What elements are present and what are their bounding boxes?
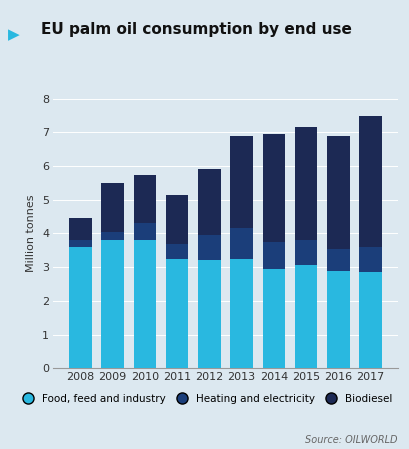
Bar (326, 249, 349, 270)
Bar (326, 270, 349, 368)
Bar (262, 134, 285, 242)
Bar (101, 232, 124, 240)
Bar (69, 218, 91, 240)
Bar (262, 269, 285, 368)
Bar (133, 240, 156, 368)
Bar (230, 229, 252, 259)
Bar (165, 259, 188, 368)
Bar (69, 247, 91, 368)
Legend: Food, feed and industry, Heating and electricity, Biodiesel: Food, feed and industry, Heating and ele… (13, 390, 396, 408)
Text: Source: OILWORLD: Source: OILWORLD (304, 435, 397, 445)
Bar (133, 224, 156, 240)
Y-axis label: Million tonnes: Million tonnes (27, 195, 36, 272)
Bar (165, 195, 188, 243)
Bar (294, 265, 317, 368)
Bar (230, 259, 252, 368)
Bar (69, 240, 91, 247)
Bar (101, 183, 124, 232)
Text: EU palm oil consumption by end use: EU palm oil consumption by end use (41, 22, 351, 37)
Bar (230, 136, 252, 229)
Bar (198, 169, 220, 235)
Bar (359, 247, 381, 272)
Bar (133, 175, 156, 224)
Bar (294, 240, 317, 265)
Bar (326, 136, 349, 249)
Bar (101, 240, 124, 368)
Bar (359, 115, 381, 247)
Bar (262, 242, 285, 269)
Bar (198, 235, 220, 260)
Text: ▶: ▶ (8, 27, 20, 42)
Bar (359, 272, 381, 368)
Bar (165, 243, 188, 259)
Bar (198, 260, 220, 368)
Bar (294, 128, 317, 240)
